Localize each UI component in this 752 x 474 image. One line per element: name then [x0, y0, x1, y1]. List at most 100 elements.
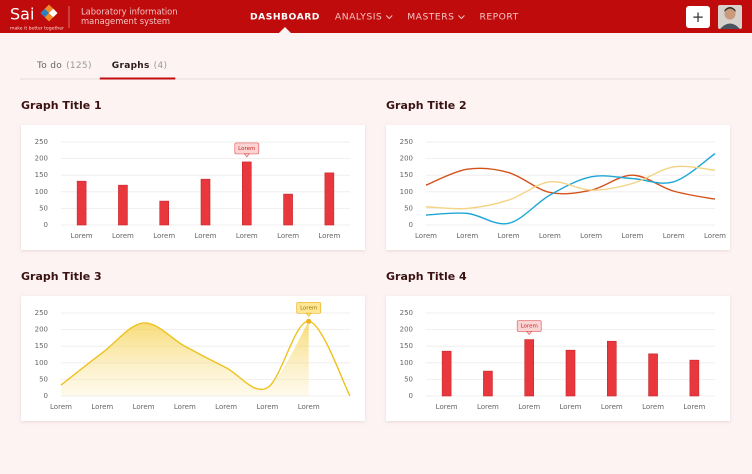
x-tick-label: Lorem: [415, 232, 437, 240]
y-tick-label: 0: [44, 392, 48, 400]
area: [61, 321, 309, 396]
y-tick-label: 250: [400, 309, 413, 317]
x-tick-label: Lorem: [112, 232, 134, 240]
nav-item[interactable]: MASTERS: [407, 12, 454, 23]
chart-title: Graph Title 3: [21, 270, 102, 283]
y-tick-label: 100: [400, 359, 413, 367]
nav-item[interactable]: REPORT: [479, 12, 518, 23]
tab-label: Graphs: [112, 61, 150, 71]
x-tick-label: Lorem: [539, 232, 561, 240]
tab-count: (125): [66, 61, 92, 71]
x-tick-label: Lorem: [601, 403, 623, 411]
nav-item[interactable]: DASHBOARD: [250, 12, 320, 23]
x-tick-label: Lorem: [518, 403, 540, 411]
bar: [241, 161, 252, 226]
avatar[interactable]: [718, 5, 742, 29]
header: [0, 0, 752, 33]
x-tick-label: Lorem: [456, 232, 478, 240]
tooltip-label: Lorem: [300, 305, 317, 311]
add-button[interactable]: [686, 6, 710, 28]
y-tick-label: 150: [35, 342, 48, 350]
tab[interactable]: Graphs (4): [112, 61, 168, 71]
x-tick-label: Lorem: [663, 232, 685, 240]
tab-underline: [99, 77, 176, 80]
x-tick-label: Lorem: [298, 403, 320, 411]
dropdown-chevron: [385, 15, 393, 20]
tooltip-pointer: [525, 331, 533, 336]
bar: [441, 350, 452, 397]
logo: Sai: [10, 5, 34, 24]
x-tick-label: Lorem: [133, 403, 155, 411]
y-tick-label: 100: [35, 188, 48, 196]
x-tick-label: Lorem: [477, 403, 499, 411]
x-tick-label: Lorem: [498, 232, 520, 240]
y-tick-label: 250: [35, 138, 48, 146]
x-tick-label: Lorem: [195, 232, 217, 240]
x-tick-label: Lorem: [50, 403, 72, 411]
x-tick-label: Lorem: [215, 403, 237, 411]
x-tick-label: Lorem: [153, 232, 175, 240]
bar: [118, 184, 128, 226]
x-tick-label: Lorem: [683, 403, 705, 411]
y-tick-label: 0: [44, 221, 48, 229]
bar: [606, 340, 617, 397]
x-tick-label: Lorem: [256, 403, 278, 411]
y-tick-label: 200: [35, 326, 48, 334]
bar: [283, 193, 293, 226]
chart: Graph Title 1 0 50 100 150 200 250 Lorem Lorem Lo…: [21, 99, 365, 250]
x-tick-label: Lorem: [174, 403, 196, 411]
y-tick-label: 200: [400, 326, 413, 334]
tagline: make it better together: [10, 26, 64, 32]
bar: [76, 180, 87, 226]
x-tick-label: Lorem: [91, 403, 113, 411]
y-tick-label: 150: [35, 171, 48, 179]
x-tick-label: Lorem: [236, 232, 258, 240]
y-tick-label: 200: [400, 155, 413, 163]
chart: Graph Title 4 0 50 100 150 200 250 Lorem Lorem Lo…: [386, 270, 730, 421]
system-name: management system: [81, 16, 170, 26]
chart-title: Graph Title 2: [386, 99, 467, 112]
chart: Graph Title 3 0 50 100 150 200 250 Lorem Lorem Lo…: [21, 270, 365, 421]
system-name: Laboratory information: [81, 7, 178, 17]
y-tick-label: 0: [409, 221, 413, 229]
bar: [200, 178, 211, 226]
line: [425, 167, 716, 200]
y-tick-label: 100: [35, 359, 48, 367]
chart-title: Graph Title 4: [386, 270, 467, 283]
x-tick-label: Lorem: [318, 232, 340, 240]
bar: [689, 359, 700, 397]
y-tick-label: 50: [39, 375, 48, 383]
x-tick-label: Lorem: [71, 232, 93, 240]
chart-card: [386, 125, 730, 250]
x-tick-label: Lorem: [642, 403, 664, 411]
tooltip-label: Lorem: [238, 146, 255, 152]
x-tick-label: Lorem: [621, 232, 643, 240]
bar: [324, 172, 335, 226]
add-button-label[interactable]: +: [692, 8, 705, 26]
y-tick-label: 50: [39, 204, 48, 212]
line: [425, 165, 716, 210]
active-indicator: [278, 27, 291, 33]
tooltip-pointer: [243, 153, 251, 158]
tab[interactable]: To do (125): [36, 61, 92, 71]
y-tick-label: 150: [400, 342, 413, 350]
y-tick-label: 250: [35, 309, 48, 317]
tooltip-pointer: [305, 312, 312, 317]
x-tick-label: Lorem: [277, 232, 299, 240]
chart-title: Graph Title 1: [21, 99, 102, 112]
nav-item[interactable]: ANALYSIS: [335, 12, 382, 23]
y-tick-label: 150: [400, 171, 413, 179]
bar: [524, 339, 535, 397]
chart: Graph Title 2 0 50 100 150 200 250 Lorem Lorem Lo…: [386, 99, 730, 250]
bar: [648, 353, 658, 397]
x-tick-label: Lorem: [580, 232, 602, 240]
y-tick-label: 250: [400, 138, 413, 146]
tab-label: To do: [36, 61, 62, 71]
y-tick-label: 200: [35, 155, 48, 163]
bar: [483, 370, 493, 397]
bar: [159, 200, 170, 226]
highlight-point: [306, 318, 312, 324]
bar: [565, 349, 576, 397]
x-tick-label: Lorem: [560, 403, 582, 411]
